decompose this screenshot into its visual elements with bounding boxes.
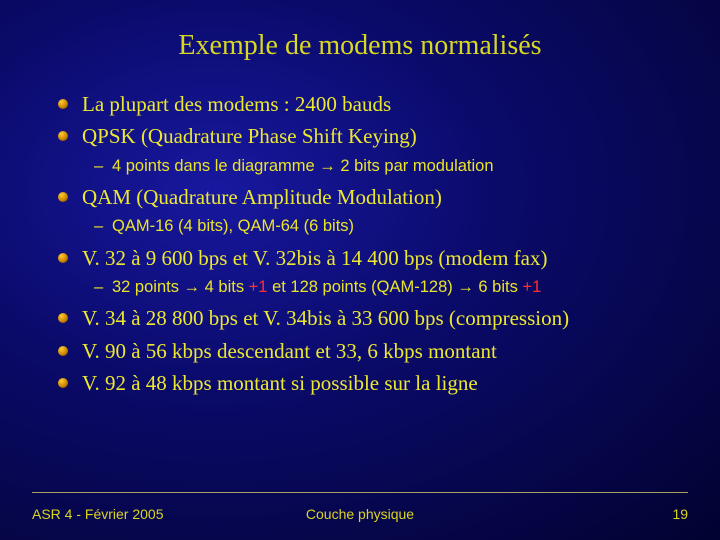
bullet-3a: QAM-16 (4 bits), QAM-64 (6 bits) (112, 215, 688, 237)
bullet-4a: 32 points → 4 bits +1 et 128 points (QAM… (112, 276, 688, 298)
slide-content: La plupart des modems : 2400 bauds QPSK … (32, 90, 688, 397)
bullet-3: QAM (Quadrature Amplitude Modulation) (82, 183, 688, 211)
bullet-1: La plupart des modems : 2400 bauds (82, 90, 688, 118)
footer-center: Couche physique (251, 506, 470, 522)
bullet-7: V. 92 à 48 kbps montant si possible sur … (82, 369, 688, 397)
slide-title: Exemple de modems normalisés (32, 30, 688, 62)
bullet-4: V. 32 à 9 600 bps et V. 32bis à 14 400 b… (82, 244, 688, 272)
footer-page: 19 (469, 506, 688, 522)
footer: ASR 4 - Février 2005 Couche physique 19 (32, 506, 688, 522)
bullet-5: V. 34 à 28 800 bps et V. 34bis à 33 600 … (82, 304, 688, 332)
bullet-2: QPSK (Quadrature Phase Shift Keying) (82, 122, 688, 150)
footer-left: ASR 4 - Février 2005 (32, 506, 251, 522)
bullet-2a: 4 points dans le diagramme → 2 bits par … (112, 155, 688, 177)
bullet-6: V. 90 à 56 kbps descendant et 33, 6 kbps… (82, 337, 688, 365)
